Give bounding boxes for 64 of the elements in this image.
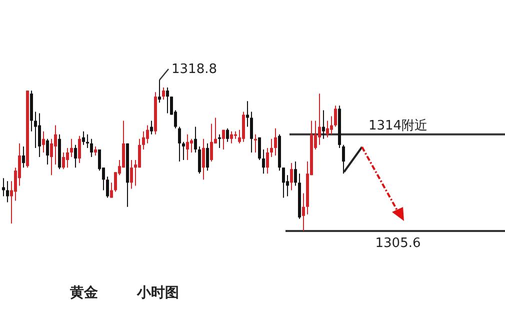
candlestick bbox=[254, 134, 257, 153]
candlestick bbox=[74, 144, 77, 168]
text: 1305.6 bbox=[375, 236, 421, 251]
candlestick bbox=[2, 178, 5, 197]
candlestick bbox=[78, 135, 81, 164]
candlestick bbox=[250, 111, 253, 153]
candlestick bbox=[218, 134, 221, 148]
candlestick bbox=[130, 160, 133, 190]
candlestick bbox=[166, 87, 169, 114]
candlestick bbox=[258, 136, 261, 161]
candlestick bbox=[318, 93, 321, 146]
candlestick bbox=[222, 129, 225, 150]
candlestick bbox=[322, 110, 325, 140]
candlestick bbox=[342, 144, 345, 174]
candlestick bbox=[110, 182, 113, 198]
candlestick bbox=[210, 123, 213, 162]
candlestick bbox=[294, 161, 297, 186]
candlestick bbox=[150, 120, 153, 135]
candlestick bbox=[146, 124, 149, 144]
candlestick bbox=[62, 152, 65, 170]
candlestick bbox=[38, 112, 41, 158]
candlestick bbox=[290, 162, 293, 191]
candlestick bbox=[326, 120, 329, 138]
candlestick bbox=[34, 111, 37, 148]
candlestick bbox=[282, 167, 285, 198]
candlestick bbox=[274, 128, 277, 156]
candlestick bbox=[142, 130, 145, 150]
candlestick bbox=[138, 138, 141, 168]
text: 1314附近 bbox=[368, 118, 428, 134]
candlestick bbox=[46, 138, 49, 166]
candlestick bbox=[66, 147, 69, 168]
candlestick bbox=[50, 138, 53, 176]
text: 小时图 bbox=[136, 285, 179, 301]
candlestick bbox=[302, 192, 305, 232]
candlestick bbox=[70, 138, 73, 158]
candlestick bbox=[334, 105, 337, 128]
candlestick bbox=[94, 146, 97, 156]
candlestick bbox=[230, 130, 233, 144]
candlestick bbox=[42, 130, 45, 153]
candlestick bbox=[246, 100, 249, 128]
candlestick bbox=[178, 126, 181, 162]
candlestick bbox=[86, 134, 89, 148]
candlestick bbox=[262, 148, 265, 174]
candlestick bbox=[158, 80, 161, 104]
candlestick bbox=[182, 141, 185, 161]
candlestick bbox=[106, 176, 109, 198]
candlestick bbox=[190, 138, 193, 153]
candlestick bbox=[226, 128, 229, 142]
candlestick bbox=[22, 146, 25, 168]
candlestick bbox=[330, 116, 333, 135]
candlestick bbox=[202, 138, 205, 180]
candlestick bbox=[54, 124, 57, 166]
text: 1318.8 bbox=[172, 62, 217, 77]
candlestick bbox=[82, 130, 85, 146]
candlestick bbox=[90, 138, 93, 158]
candlestick bbox=[266, 147, 269, 174]
candlestick bbox=[6, 180, 9, 203]
text: 黄金 bbox=[69, 285, 99, 301]
candlestick bbox=[162, 87, 165, 100]
candlestick bbox=[194, 126, 197, 153]
candlestick bbox=[206, 142, 209, 172]
candlestick bbox=[270, 138, 273, 158]
candlestick bbox=[198, 146, 201, 174]
candlestick bbox=[186, 134, 189, 161]
